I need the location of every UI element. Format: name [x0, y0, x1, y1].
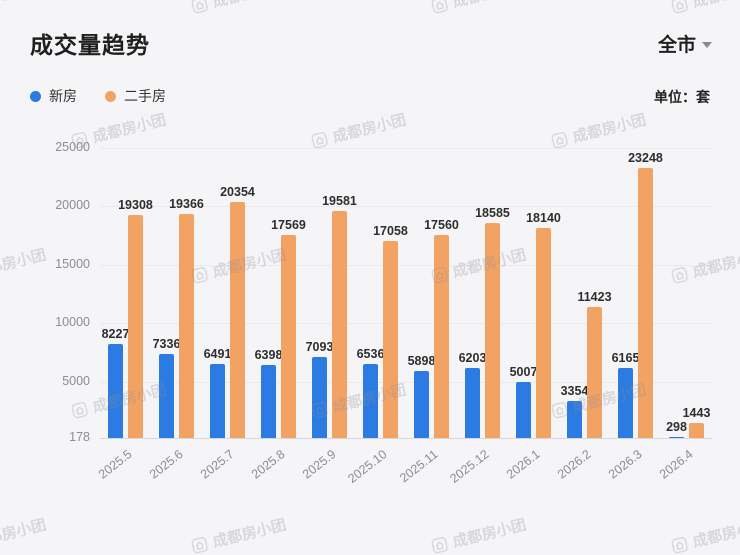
y-axis-tick: 5000	[62, 373, 90, 388]
bar-value-label: 17569	[271, 217, 306, 232]
new-homes-bar	[618, 368, 633, 438]
resale-homes-bar	[689, 423, 704, 438]
region-selector-label: 全市	[657, 35, 696, 56]
page-title: 成交量趋势	[30, 32, 150, 58]
region-selector[interactable]: 全市	[658, 30, 712, 57]
bar-value-label: 7336	[152, 337, 181, 352]
new-homes-bar	[567, 400, 582, 438]
new-homes-bar	[516, 381, 531, 438]
bar-value-label: 11423	[577, 289, 612, 304]
y-axis-tick: 15000	[55, 256, 90, 271]
y-axis-tick: 20000	[55, 198, 90, 213]
new-homes-bar	[465, 367, 480, 438]
new-homes-bar	[414, 371, 429, 438]
bar-value-label: 6398	[254, 348, 283, 363]
gridline	[100, 323, 712, 325]
bar-value-label: 8227	[101, 326, 130, 341]
watermark: 成都房小团	[0, 0, 48, 17]
bar-value-label: 1443	[682, 406, 711, 421]
bar-value-label: 7093	[305, 340, 334, 355]
bar-value-label: 6203	[458, 350, 487, 365]
bar-value-label: 5898	[407, 354, 436, 369]
bar-value-label: 18585	[475, 205, 510, 220]
new-homes-bar	[669, 436, 684, 438]
chart-legend: 新房 二手房	[30, 86, 166, 106]
gridline	[100, 381, 712, 383]
resale-homes-bar	[281, 234, 296, 438]
unit-label: 单位：套	[654, 89, 710, 105]
new-homes-bar	[159, 354, 174, 438]
watermark: 成都房小团	[429, 0, 528, 17]
watermark: 成都房小团	[189, 0, 288, 17]
gridline	[100, 206, 712, 208]
resale-homes-bar	[638, 168, 653, 438]
bar-value-label: 20354	[220, 185, 255, 200]
gridline	[100, 148, 712, 149]
legend-item-resale-homes[interactable]: 二手房	[105, 86, 166, 106]
resale-homes-bar	[485, 222, 500, 438]
chevron-down-icon	[702, 42, 712, 48]
bar-value-label: 6165	[611, 351, 640, 366]
resale-homes-legend-dot-icon	[105, 90, 116, 102]
gridline	[100, 264, 712, 266]
bar-value-label: 19308	[118, 197, 153, 212]
new-homes-bar	[261, 365, 276, 438]
bar-value-label: 23248	[628, 151, 663, 166]
new-homes-bar	[312, 357, 327, 438]
bar-value-label: 3354	[560, 383, 589, 398]
bar-value-label: 17560	[424, 217, 459, 232]
resale-homes-bar	[332, 211, 347, 438]
resale-homes-bar	[536, 228, 551, 438]
legend-label: 新房	[49, 88, 77, 104]
resale-homes-bar	[179, 213, 194, 438]
resale-homes-bar	[434, 234, 449, 438]
new-homes-bar	[363, 363, 378, 438]
resale-homes-bar	[128, 214, 143, 438]
bar-value-label: 5007	[509, 364, 538, 379]
bar-value-label: 298	[666, 419, 687, 434]
bar-value-label: 6536	[356, 346, 385, 361]
bar-value-label: 18140	[526, 211, 561, 226]
new-homes-legend-dot-icon	[30, 90, 41, 102]
bar-value-label: 17058	[373, 223, 408, 238]
resale-homes-bar	[383, 240, 398, 438]
bar-value-label: 19366	[169, 196, 204, 211]
grouped-bar-chart: 25000 20000 15000 10000 5000 178 8227 19308 2025…	[0, 128, 740, 538]
y-axis-tick: 178	[69, 430, 90, 444]
new-homes-bar	[108, 343, 123, 438]
legend-label: 二手房	[124, 88, 166, 104]
new-homes-bar	[210, 364, 225, 438]
legend-item-new-homes[interactable]: 新房	[30, 86, 77, 106]
y-axis-tick: 10000	[55, 315, 90, 330]
resale-homes-bar	[230, 202, 245, 438]
plot-area	[100, 148, 712, 439]
watermark: 成都房小团	[669, 0, 740, 17]
y-axis-tick: 25000	[55, 140, 90, 154]
bar-value-label: 6491	[203, 347, 232, 362]
resale-homes-bar	[587, 306, 602, 438]
bar-value-label: 19581	[322, 194, 357, 209]
